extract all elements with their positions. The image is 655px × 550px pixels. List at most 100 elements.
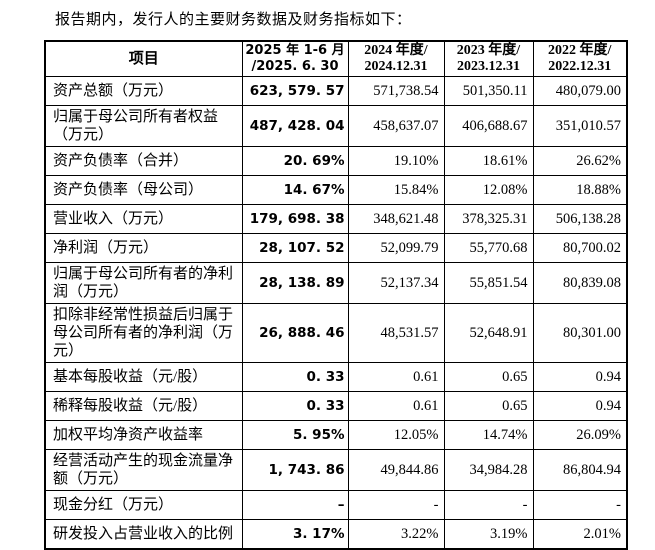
value-2024-cell: 0.61: [347, 391, 445, 421]
header-line: 2023.12.31: [457, 59, 520, 74]
column-header-item: 项目: [44, 40, 243, 77]
value-2022-cell: 26.09%: [532, 420, 628, 450]
item-cell: 现金分红（万元）: [44, 490, 243, 520]
value-2025-cell: 3. 17%: [241, 519, 349, 550]
value-2022-cell: 18.88%: [532, 175, 628, 205]
value-2022-cell: 480,079.00: [532, 76, 628, 106]
value-2023-cell: 55,770.68: [443, 233, 534, 263]
table-row: 研发投入占营业收入的比例 3. 17% 3.22% 3.19% 2.01%: [44, 519, 628, 550]
table-row: 基本每股收益（元/股） 0. 33 0.61 0.65 0.94: [44, 362, 628, 392]
value-2024-cell: 52,099.79: [347, 233, 445, 263]
value-2023-cell: 0.65: [443, 362, 534, 392]
value-2024-cell: 52,137.34: [347, 262, 445, 304]
table-row: 资产负债率（母公司） 14. 67% 15.84% 12.08% 18.88%: [44, 175, 628, 205]
table-row: 资产总额（万元） 623, 579. 57 571,738.54 501,350.11…: [44, 76, 628, 106]
table-row: 经营活动产生的现金流量净额（万元） 1, 743. 86 49,844.86 34,9…: [44, 449, 628, 491]
value-2024-cell: 571,738.54: [347, 76, 445, 106]
value-2024-cell: 12.05%: [347, 420, 445, 450]
item-cell: 资产负债率（合并）: [44, 146, 243, 176]
table-row: 营业收入（万元） 179, 698. 38 348,621.48 378,325.31…: [44, 204, 628, 234]
table-row: 归属于母公司所有者权益（万元） 487, 428. 04 458,637.07 406…: [44, 105, 628, 147]
value-2025-cell: 1, 743. 86: [241, 449, 349, 491]
item-cell: 经营活动产生的现金流量净额（万元）: [44, 449, 243, 491]
item-cell: 资产负债率（母公司）: [44, 175, 243, 205]
header-line: 2025 年 1-6 月: [245, 43, 345, 58]
value-2025-cell: 487, 428. 04: [241, 105, 349, 147]
value-2022-cell: 0.94: [532, 362, 628, 392]
header-row: 项目 2025 年 1-6 月 /2025. 6. 30 2024 年度/ 20…: [44, 40, 628, 77]
table-body: 资产总额（万元） 623, 579. 57 571,738.54 501,350.11…: [44, 76, 628, 550]
page-title: 报告期内，发行人的主要财务数据及财务指标如下：: [55, 12, 412, 28]
column-header-2025: 2025 年 1-6 月 /2025. 6. 30: [241, 40, 349, 77]
header-line: 2023 年度/: [456, 43, 521, 58]
table-row: 资产负债率（合并） 20. 69% 19.10% 18.61% 26.62%: [44, 146, 628, 176]
value-2023-cell: 55,851.54: [443, 262, 534, 304]
value-2023-cell: 14.74%: [443, 420, 534, 450]
value-2025-cell: 623, 579. 57: [241, 76, 349, 106]
header-line: 2024 年度/: [364, 43, 428, 58]
value-2022-cell: 506,138.28: [532, 204, 628, 234]
value-2023-cell: 501,350.11: [443, 76, 534, 106]
table-row: 扣除非经常性损益后归属于母公司所有者的净利润（万元） 26, 888. 46 48,…: [44, 303, 628, 363]
value-2022-cell: 26.62%: [532, 146, 628, 176]
item-cell: 净利润（万元）: [44, 233, 243, 263]
value-2022-cell: 80,839.08: [532, 262, 628, 304]
value-2023-cell: 406,688.67: [443, 105, 534, 147]
value-2024-cell: 458,637.07: [347, 105, 445, 147]
table-row: 现金分红（万元） – - - -: [44, 490, 628, 520]
value-2024-cell: 49,844.86: [347, 449, 445, 491]
value-2022-cell: -: [532, 490, 628, 520]
value-2025-cell: 0. 33: [241, 391, 349, 421]
value-2025-cell: 14. 67%: [241, 175, 349, 205]
value-2023-cell: 3.19%: [443, 519, 534, 550]
value-2025-cell: –: [241, 490, 349, 520]
table-row: 稀释每股收益（元/股） 0. 33 0.61 0.65 0.94: [44, 391, 628, 421]
table-row: 归属于母公司所有者的净利润（万元） 28, 138. 89 52,137.34 55,…: [44, 262, 628, 304]
value-2023-cell: 378,325.31: [443, 204, 534, 234]
header-line: 2022 年度/: [548, 43, 612, 58]
column-header-2023: 2023 年度/ 2023.12.31: [443, 40, 534, 77]
item-cell: 基本每股收益（元/股）: [44, 362, 243, 392]
value-2023-cell: 0.65: [443, 391, 534, 421]
column-header-2022: 2022 年度/ 2022.12.31: [532, 40, 628, 77]
value-2023-cell: -: [443, 490, 534, 520]
value-2022-cell: 86,804.94: [532, 449, 628, 491]
value-2025-cell: 28, 107. 52: [241, 233, 349, 263]
item-cell: 稀释每股收益（元/股）: [44, 391, 243, 421]
table-row: 加权平均净资产收益率 5. 95% 12.05% 14.74% 26.09%: [44, 420, 628, 450]
value-2024-cell: 48,531.57: [347, 303, 445, 363]
value-2022-cell: 351,010.57: [532, 105, 628, 147]
value-2024-cell: 3.22%: [347, 519, 445, 550]
item-cell: 归属于母公司所有者的净利润（万元）: [44, 262, 243, 304]
value-2024-cell: 348,621.48: [347, 204, 445, 234]
value-2025-cell: 0. 33: [241, 362, 349, 392]
value-2023-cell: 34,984.28: [443, 449, 534, 491]
value-2024-cell: 0.61: [347, 362, 445, 392]
value-2022-cell: 0.94: [532, 391, 628, 421]
value-2025-cell: 5. 95%: [241, 420, 349, 450]
item-cell: 归属于母公司所有者权益（万元）: [44, 105, 243, 147]
item-cell: 资产总额（万元）: [44, 76, 243, 106]
header-line: /2025. 6. 30: [251, 59, 339, 74]
value-2025-cell: 28, 138. 89: [241, 262, 349, 304]
header-line: 2022.12.31: [548, 59, 612, 74]
header-line: 2024.12.31: [364, 59, 428, 74]
value-2025-cell: 26, 888. 46: [241, 303, 349, 363]
value-2025-cell: 179, 698. 38: [241, 204, 349, 234]
value-2024-cell: -: [347, 490, 445, 520]
item-cell: 扣除非经常性损益后归属于母公司所有者的净利润（万元）: [44, 303, 243, 363]
value-2024-cell: 19.10%: [347, 146, 445, 176]
item-cell: 加权平均净资产收益率: [44, 420, 243, 450]
value-2023-cell: 12.08%: [443, 175, 534, 205]
value-2025-cell: 20. 69%: [241, 146, 349, 176]
value-2022-cell: 80,301.00: [532, 303, 628, 363]
value-2023-cell: 18.61%: [443, 146, 534, 176]
value-2023-cell: 52,648.91: [443, 303, 534, 363]
item-cell: 营业收入（万元）: [44, 204, 243, 234]
value-2024-cell: 15.84%: [347, 175, 445, 205]
value-2022-cell: 80,700.02: [532, 233, 628, 263]
column-header-2024: 2024 年度/ 2024.12.31: [347, 40, 445, 77]
item-cell: 研发投入占营业收入的比例: [44, 519, 243, 550]
financial-indicators-table: 项目 2025 年 1-6 月 /2025. 6. 30 2024 年度/ 20…: [44, 40, 628, 550]
value-2022-cell: 2.01%: [532, 519, 628, 550]
